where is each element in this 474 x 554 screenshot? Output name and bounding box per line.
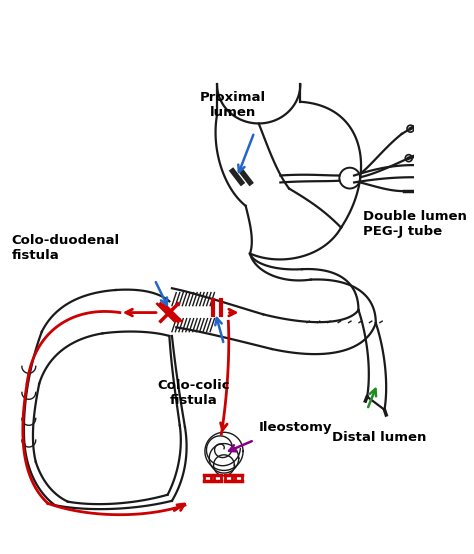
Text: Distal lumen: Distal lumen	[332, 432, 427, 444]
Text: Proximal
lumen: Proximal lumen	[200, 91, 266, 119]
Text: Ileostomy: Ileostomy	[259, 421, 332, 434]
Text: Double lumen
PEG-J tube: Double lumen PEG-J tube	[363, 210, 467, 238]
Text: Colo-colic
fistula: Colo-colic fistula	[157, 379, 230, 407]
Text: Colo-duodenal
fistula: Colo-duodenal fistula	[11, 234, 119, 262]
